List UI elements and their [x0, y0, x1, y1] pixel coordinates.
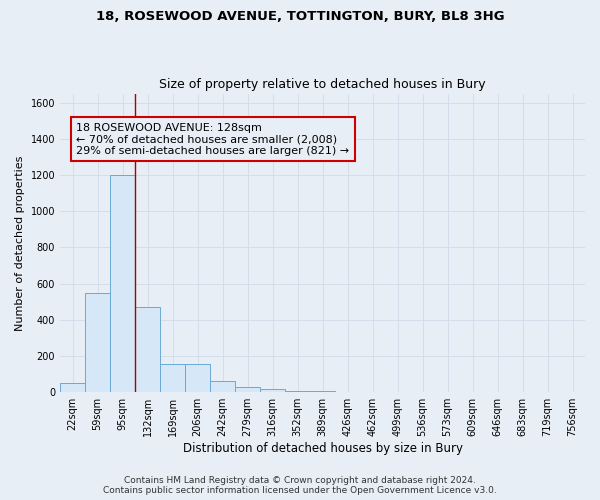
Y-axis label: Number of detached properties: Number of detached properties — [15, 155, 25, 330]
Bar — [210, 382, 235, 392]
Text: 18, ROSEWOOD AVENUE, TOTTINGTON, BURY, BL8 3HG: 18, ROSEWOOD AVENUE, TOTTINGTON, BURY, B… — [95, 10, 505, 23]
Bar — [60, 383, 85, 392]
Text: 18 ROSEWOOD AVENUE: 128sqm
← 70% of detached houses are smaller (2,008)
29% of s: 18 ROSEWOOD AVENUE: 128sqm ← 70% of deta… — [76, 122, 349, 156]
Bar — [235, 387, 260, 392]
Bar — [135, 307, 160, 392]
Bar — [160, 364, 185, 392]
Title: Size of property relative to detached houses in Bury: Size of property relative to detached ho… — [159, 78, 486, 91]
Bar — [110, 175, 135, 392]
Bar — [185, 364, 210, 392]
Bar — [260, 390, 285, 392]
Bar — [85, 292, 110, 392]
Text: Contains HM Land Registry data © Crown copyright and database right 2024.
Contai: Contains HM Land Registry data © Crown c… — [103, 476, 497, 495]
X-axis label: Distribution of detached houses by size in Bury: Distribution of detached houses by size … — [182, 442, 463, 455]
